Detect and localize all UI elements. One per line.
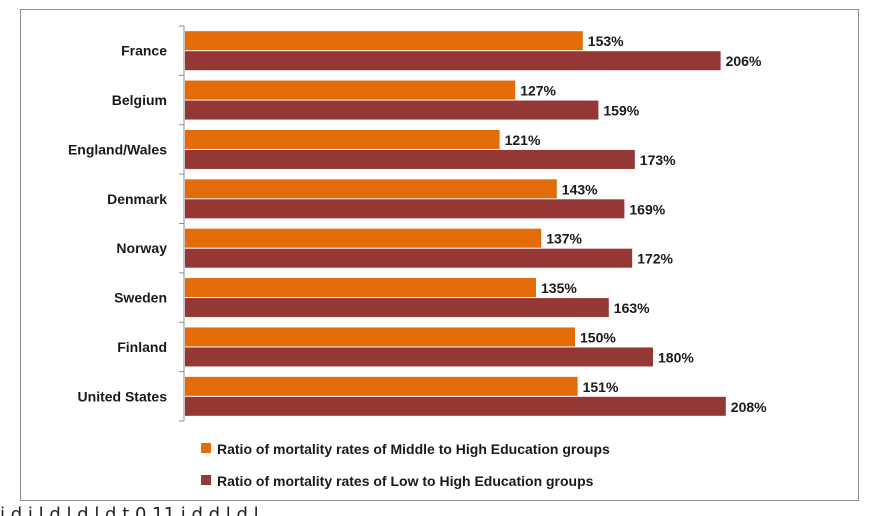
category-label: England/Wales [68, 141, 167, 157]
bar-chart: France 153% 206% Belgium 127% 159% England/Wal… [68, 25, 767, 489]
bar-low-high [185, 298, 609, 318]
bar-low-high [185, 199, 625, 219]
data-label: 127% [520, 83, 556, 99]
bar-low-high [185, 100, 599, 120]
bar-middle-high [185, 228, 542, 248]
data-label: 163% [614, 300, 650, 316]
bar-middle-high [185, 31, 583, 51]
category-label: United States [78, 388, 168, 404]
category-label: France [121, 43, 167, 59]
legend-swatch [201, 475, 211, 485]
category-label: Finland [117, 339, 167, 355]
bar-middle-high [185, 80, 516, 100]
bar-middle-high [185, 129, 500, 149]
data-label: 143% [562, 181, 598, 197]
bar-low-high [185, 248, 633, 268]
bar-middle-high [185, 327, 575, 347]
category-label: Belgium [112, 92, 167, 108]
legend-label: Ratio of mortality rates of Low to High … [217, 473, 594, 489]
bar-middle-high [185, 278, 536, 298]
legend-swatch [201, 443, 211, 453]
data-label: 173% [640, 152, 676, 168]
chart-frame: France 153% 206% Belgium 127% 159% England/Wal… [20, 9, 859, 501]
bar-low-high [185, 149, 635, 169]
data-label: 159% [603, 103, 639, 119]
data-label: 172% [637, 251, 673, 267]
data-label: 180% [658, 349, 694, 365]
category-label: Denmark [107, 191, 167, 207]
bar-middle-high [185, 179, 557, 199]
data-label: 153% [588, 33, 624, 49]
bar-low-high [185, 347, 653, 367]
bar-middle-high [185, 376, 578, 396]
legend-label: Ratio of mortality rates of Middle to Hi… [217, 441, 610, 457]
data-label: 121% [505, 132, 541, 148]
data-label: 206% [726, 53, 762, 69]
category-label: Sweden [114, 290, 167, 306]
data-label: 151% [583, 379, 619, 395]
bar-low-high [185, 51, 721, 71]
category-label: Norway [116, 240, 167, 256]
data-label: 150% [580, 329, 616, 345]
bar-low-high [185, 396, 726, 416]
data-label: 169% [629, 201, 665, 217]
data-label: 208% [731, 399, 767, 415]
cropped-caption-text: i d i l d l d l d t 0 11 i d d l d l [0, 504, 259, 516]
data-label: 137% [546, 231, 582, 247]
data-label: 135% [541, 280, 577, 296]
